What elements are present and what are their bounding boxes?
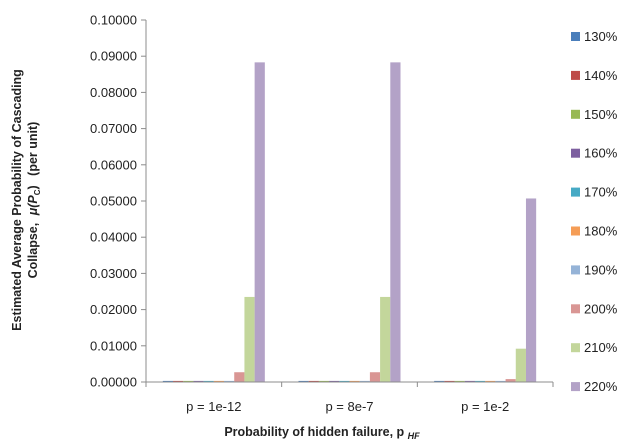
x-tick-label: p = 1e-12: [186, 399, 241, 414]
legend-label: 130%: [584, 29, 618, 44]
y-tick-label: 0.00000: [90, 375, 137, 390]
y-tick-label: 0.06000: [90, 157, 137, 172]
x-axis-title-subscript: HF: [408, 431, 420, 441]
bar: [505, 379, 516, 382]
bar: [318, 380, 330, 382]
y-axis-title-line2: Collapse, μ(PC) (per unit): [26, 122, 42, 279]
bar: [380, 296, 391, 382]
bar: [359, 380, 370, 382]
y-tick-label: 0.02000: [90, 302, 137, 317]
bar: [474, 380, 486, 382]
bar: [515, 348, 526, 382]
legend-swatch: [571, 265, 580, 275]
bar: [329, 380, 340, 382]
y-tick-label: 0.03000: [90, 266, 137, 281]
bar: [173, 380, 184, 382]
legend-label: 150%: [584, 107, 618, 122]
legend-label: 190%: [584, 262, 618, 277]
bar: [244, 296, 255, 382]
x-axis-title: Probability of hidden failure, p HF: [224, 425, 420, 441]
legend-label: 220%: [584, 379, 618, 394]
y-tick-label: 0.05000: [90, 194, 137, 209]
legend-swatch: [571, 343, 580, 353]
legend-swatch: [571, 148, 580, 158]
legend-label: 180%: [584, 224, 618, 239]
bar: [485, 380, 496, 382]
legend-label: 200%: [584, 301, 618, 316]
legend-swatch: [571, 382, 580, 392]
bar: [369, 372, 381, 382]
x-tick-label: p = 1e-2: [461, 399, 509, 414]
bar: [254, 62, 265, 382]
bar: [495, 380, 506, 382]
y-axis-ticks: 0.00000 0.01000 0.02000 0.03000 0.04000 0.050…: [90, 13, 146, 390]
legend-label: 210%: [584, 340, 618, 355]
bar: [525, 198, 537, 382]
x-axis-ticks: p = 1e-12 p = 8e-7 p = 1e-2: [145, 382, 554, 414]
y-tick-label: 0.08000: [90, 85, 137, 100]
x-tick-label: p = 8e-7: [325, 399, 373, 414]
y-axis-title-line1: Estimated Average Probability of Cascadi…: [10, 69, 24, 331]
y-tick-label: 0.09000: [90, 49, 137, 64]
bar: [349, 380, 360, 382]
legend-swatch: [571, 32, 580, 41]
legend-label: 140%: [584, 68, 618, 83]
legend-label: 160%: [584, 146, 618, 161]
bar: [454, 380, 465, 382]
y-tick-label: 0.04000: [90, 230, 137, 245]
bar: [308, 380, 319, 382]
bar: [193, 380, 204, 382]
bar: [464, 380, 475, 382]
bar: [339, 380, 350, 382]
legend-swatch: [571, 109, 580, 119]
bar: [224, 380, 235, 382]
legend-swatch: [571, 226, 580, 236]
y-axis-title-symbol: μ(P: [26, 195, 40, 217]
y-tick-label: 0.07000: [90, 121, 137, 136]
bar: [434, 380, 445, 382]
bar: [390, 62, 401, 382]
bar: [234, 372, 245, 382]
bar: [213, 380, 225, 382]
bar: [203, 380, 214, 382]
bar: [183, 380, 194, 382]
y-tick-label: 0.10000: [90, 13, 137, 28]
legend-swatch: [571, 304, 580, 314]
legend-label: 170%: [584, 185, 618, 200]
bar: [162, 380, 174, 382]
legend: 130% 140% 150% 160% 170% 180% 190% 200% 210% 220%: [571, 29, 618, 394]
bars: [162, 62, 537, 382]
y-tick-label: 0.01000: [90, 338, 137, 353]
bar: [298, 380, 309, 382]
y-axis-title: Estimated Average Probability of Cascadi…: [10, 69, 42, 331]
legend-swatch: [571, 70, 580, 80]
legend-swatch: [571, 187, 580, 197]
bar: [444, 380, 455, 382]
